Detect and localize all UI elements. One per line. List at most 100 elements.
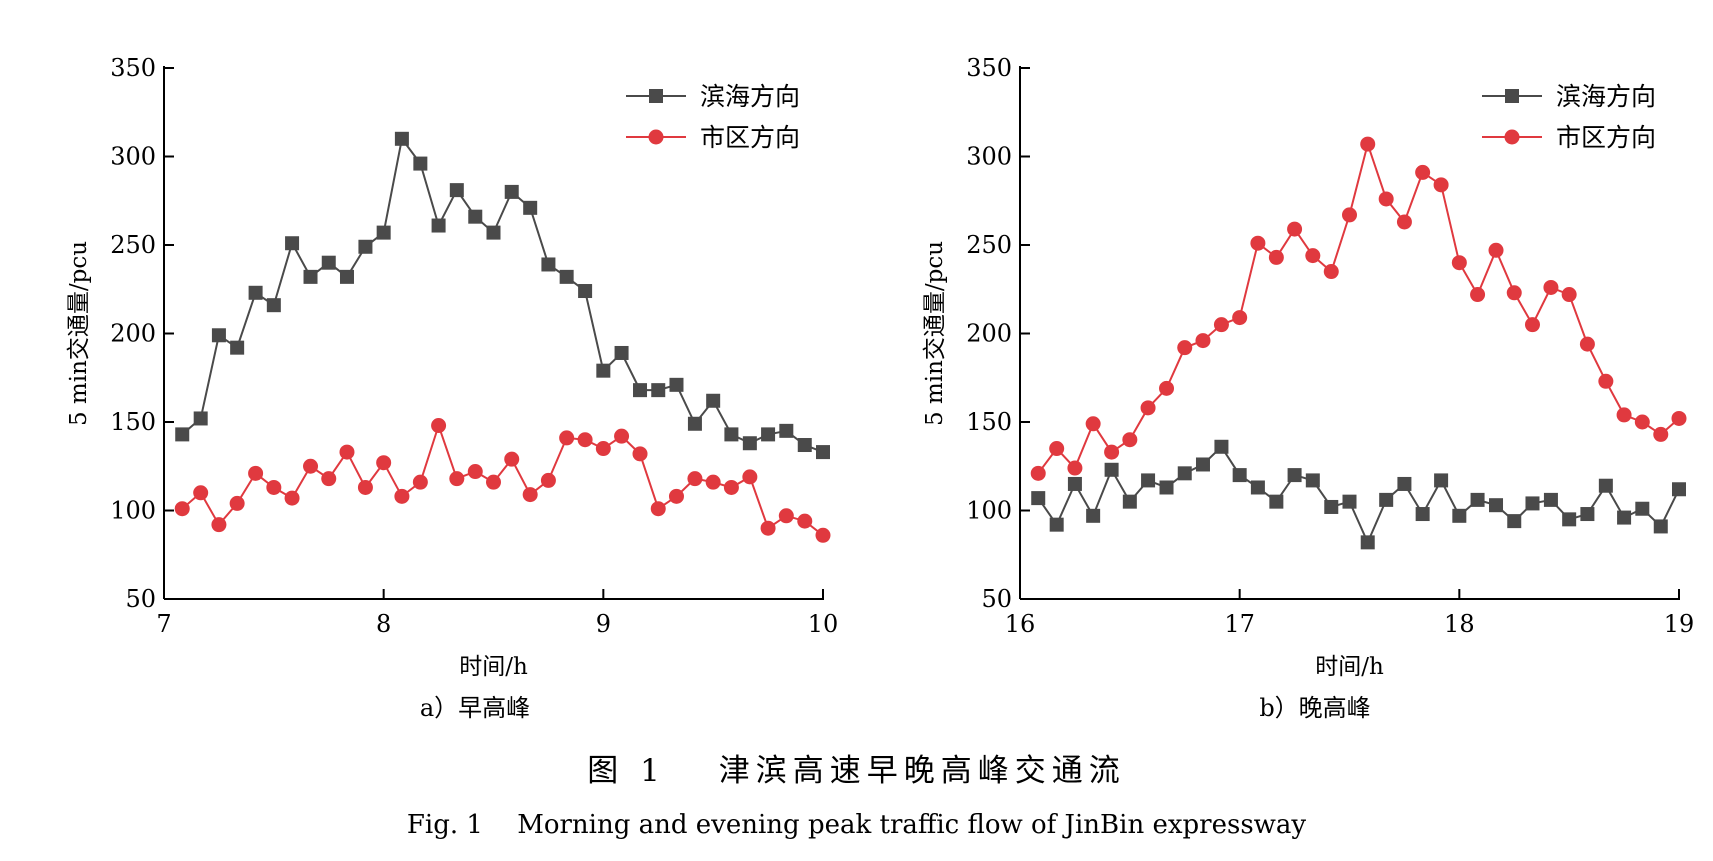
data-point-circle xyxy=(1634,414,1650,430)
data-point-square xyxy=(1232,468,1247,483)
data-point-square xyxy=(1379,492,1394,507)
data-point-square xyxy=(1415,507,1430,522)
data-point-square xyxy=(1067,476,1082,491)
data-point-circle xyxy=(595,441,611,457)
data-point-square xyxy=(175,427,190,442)
data-point-circle xyxy=(1396,214,1412,230)
series-line-binhai xyxy=(1037,445,1680,545)
data-point-square xyxy=(376,225,391,240)
data-point-square xyxy=(1635,501,1650,516)
y-tick-label: 50 xyxy=(125,585,156,613)
data-point-circle xyxy=(431,418,447,434)
figure-caption-chinese: 图 1 津滨高速早晚高峰交通流 xyxy=(587,753,1126,789)
y-axis-title: 5 min交通量/pcu xyxy=(922,241,948,426)
x-axis-title: 时间/h xyxy=(1315,654,1384,680)
data-point-circle xyxy=(1159,380,1175,396)
data-point-square xyxy=(1287,468,1302,483)
chart-panel-a: 50 100 150 200 250 300 350 7 8 9 10 时间/h 5 min交通量/pc… xyxy=(66,54,838,680)
y-tick-label: 250 xyxy=(966,231,1012,259)
legend-marker-circle xyxy=(648,129,664,145)
data-point-square xyxy=(339,269,354,284)
data-point-square xyxy=(541,257,556,272)
data-point-square xyxy=(742,436,757,451)
data-point-circle xyxy=(321,471,337,487)
data-point-square xyxy=(1580,507,1595,522)
x-tick-label: 18 xyxy=(1444,610,1475,638)
data-point-square xyxy=(1195,457,1210,472)
data-point-circle xyxy=(650,501,666,517)
data-point-square xyxy=(394,131,409,146)
data-point-square xyxy=(211,328,226,343)
data-point-circle xyxy=(1506,285,1522,301)
y-tick-label: 150 xyxy=(110,408,156,436)
data-point-square xyxy=(1525,496,1540,511)
data-point-square xyxy=(596,363,611,378)
data-point-circle xyxy=(1598,373,1614,389)
data-point-circle xyxy=(1140,400,1156,416)
data-point-square xyxy=(706,393,721,408)
data-point-square xyxy=(321,255,336,270)
legend-label: 滨海方向 xyxy=(1556,82,1656,111)
y-axis-title: 5 min交通量/pcu xyxy=(66,241,92,426)
data-point-square xyxy=(724,427,739,442)
legend-label: 市区方向 xyxy=(1556,123,1656,152)
legend-marker-square xyxy=(649,89,663,103)
series-line-shiqu xyxy=(181,422,824,537)
data-point-circle xyxy=(1104,444,1120,460)
x-tick-label: 19 xyxy=(1664,610,1695,638)
data-point-circle xyxy=(357,479,373,495)
data-point-circle xyxy=(284,490,300,506)
y-tick-label: 50 xyxy=(981,585,1012,613)
y-tick-label: 200 xyxy=(110,320,156,348)
data-point-square xyxy=(1086,508,1101,523)
data-point-square xyxy=(1159,480,1174,495)
data-point-circle xyxy=(1287,221,1303,237)
data-point-circle xyxy=(1543,279,1559,295)
data-point-circle xyxy=(211,517,227,533)
data-point-square xyxy=(1342,494,1357,509)
data-point-circle xyxy=(193,485,209,501)
data-point-circle xyxy=(412,474,428,490)
data-point-square xyxy=(1305,473,1320,488)
data-point-circle xyxy=(394,488,410,504)
x-tick-label: 7 xyxy=(156,610,171,638)
data-point-square xyxy=(1031,491,1046,506)
y-tick-label: 200 xyxy=(966,320,1012,348)
data-point-circle xyxy=(1360,136,1376,152)
y-tick-label: 150 xyxy=(966,408,1012,436)
data-point-circle xyxy=(614,428,630,444)
data-point-square xyxy=(559,269,574,284)
data-point-circle xyxy=(1470,287,1486,303)
data-point-square xyxy=(431,218,446,233)
data-point-circle xyxy=(174,501,190,517)
data-point-square xyxy=(1598,478,1613,493)
data-point-circle xyxy=(1579,336,1595,352)
data-point-square xyxy=(1543,492,1558,507)
data-point-square xyxy=(1507,514,1522,529)
data-point-circle xyxy=(339,444,355,460)
data-point-circle xyxy=(1122,432,1138,448)
data-point-circle xyxy=(1653,426,1669,442)
x-tick-label: 17 xyxy=(1224,610,1255,638)
data-point-square xyxy=(761,427,776,442)
data-point-circle xyxy=(1177,340,1193,356)
y-tick-label: 250 xyxy=(110,231,156,259)
x-tick-label: 8 xyxy=(376,610,391,638)
data-point-square xyxy=(669,377,684,392)
data-point-circle xyxy=(1342,207,1357,223)
data-point-circle xyxy=(467,464,483,480)
data-point-square xyxy=(779,423,794,438)
data-point-square xyxy=(1617,510,1632,525)
y-tick-label: 300 xyxy=(966,143,1012,171)
data-point-square xyxy=(633,383,648,398)
data-point-circle xyxy=(486,474,501,490)
data-point-circle xyxy=(1213,317,1229,333)
y-tick-label: 300 xyxy=(110,143,156,171)
data-point-square xyxy=(1214,439,1229,454)
y-tick-label: 100 xyxy=(966,497,1012,525)
data-point-square xyxy=(578,284,593,299)
x-tick-label: 9 xyxy=(596,610,611,638)
y-tick-label: 350 xyxy=(110,54,156,82)
data-point-circle xyxy=(1451,255,1467,271)
data-point-square xyxy=(523,200,538,215)
